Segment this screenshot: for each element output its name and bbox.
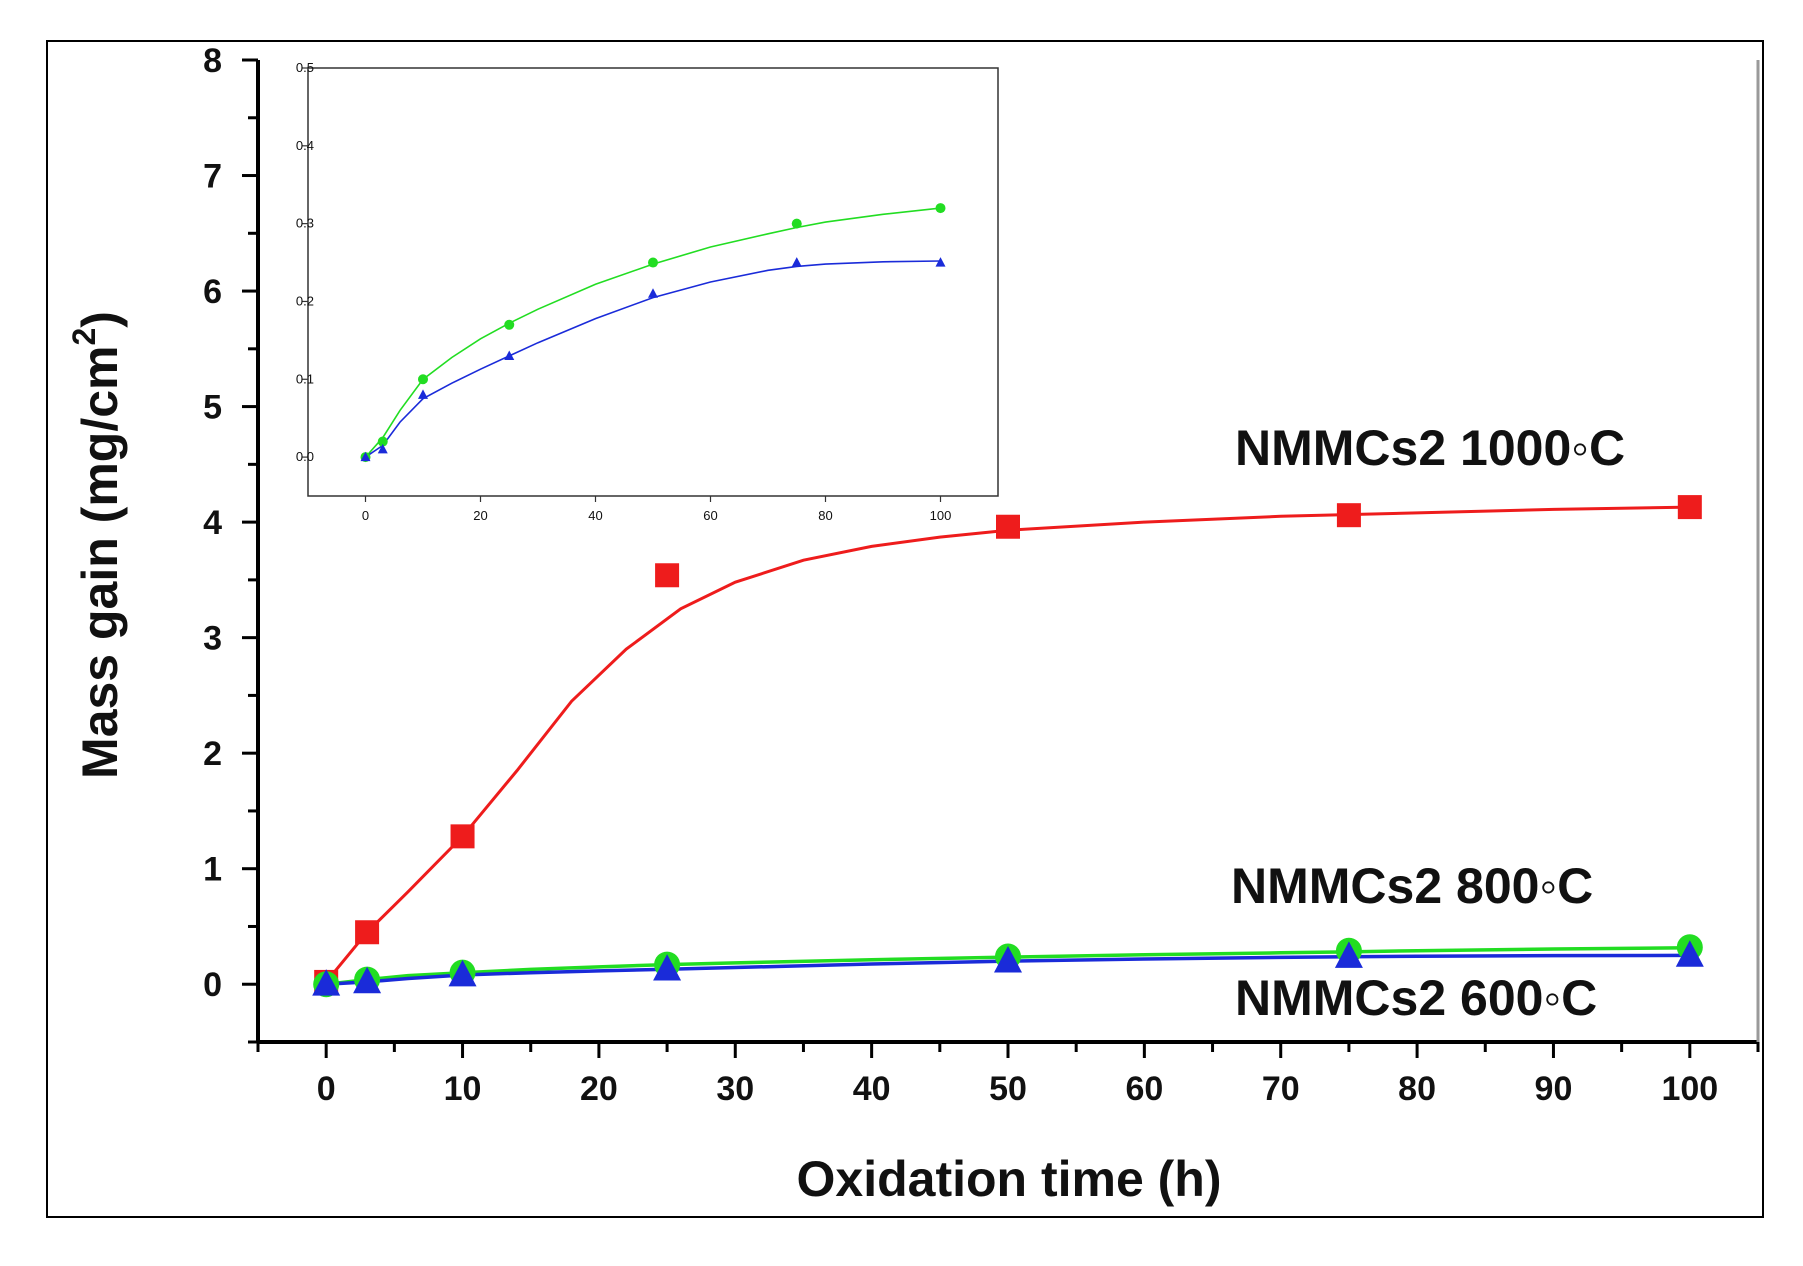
- inset-data-point-circle: [377, 436, 388, 447]
- inset-plot: 0 20 40 60 80 100 0.0 0.1 0.2 0.3 0.4 0.5: [296, 60, 999, 523]
- inset-fit-curve-triangle: [365, 260, 941, 458]
- data-point-square: [355, 920, 380, 945]
- y-tick-label: 2: [203, 735, 222, 773]
- x-tick-label: 60: [1125, 1070, 1163, 1108]
- inset-x-tick-label: 0: [362, 508, 369, 523]
- fit-curve-triangle: [326, 953, 1690, 986]
- inset-x-tick-label: 20: [473, 508, 487, 523]
- inset-data-point-circle: [648, 257, 658, 268]
- x-tick-label: 30: [716, 1070, 754, 1108]
- y-tick-label: 3: [203, 620, 222, 658]
- y-tick-label: 1: [203, 851, 222, 889]
- inset-data-points: [360, 203, 946, 463]
- data-point-square: [655, 563, 680, 588]
- x-tick-label: 50: [989, 1070, 1027, 1108]
- inset-y-tick-label: 0.5: [296, 60, 314, 75]
- inset-data-point-triangle: [791, 257, 802, 267]
- series-label-1000c: NMMCs2 1000◦C: [1235, 420, 1625, 476]
- x-tick-label: 80: [1398, 1070, 1436, 1108]
- series-label-800c: NMMCs2 800◦C: [1231, 858, 1593, 914]
- inset-frame: [307, 67, 999, 497]
- inset-y-tick-label: 0.2: [296, 293, 314, 308]
- data-point-square: [996, 514, 1020, 539]
- data-point-triangle: [653, 954, 682, 981]
- figure-frame: [46, 40, 1764, 1218]
- data-point-square: [1677, 495, 1702, 520]
- inset-y-tick-label: 0.1: [296, 371, 314, 386]
- inset-x-tick-label: 60: [703, 508, 717, 523]
- inset-x-tick-label: 80: [818, 508, 832, 523]
- inset-data-point-circle: [418, 374, 428, 385]
- y-tick-label: 0: [203, 966, 222, 1004]
- y-tick-label: 7: [203, 158, 222, 196]
- main-data-points: [312, 495, 1704, 998]
- inset-y-tick-label: 0.4: [296, 138, 314, 153]
- inset-data-point-triangle: [418, 389, 428, 399]
- main-plot: 0 10 20 30 40 50 60 70 80 90 100 0 1 2 3 4 5 6 7 8 Oxidatio…: [66, 42, 1760, 1207]
- series-label-600c: NMMCs2 600◦C: [1235, 970, 1597, 1026]
- x-axis-title: Oxidation time (h): [797, 1151, 1222, 1207]
- fit-curve-circle: [326, 946, 1690, 986]
- x-tick-label: 40: [853, 1070, 891, 1108]
- y-axis-title: Mass gain (mg/cm2): [66, 311, 128, 779]
- x-tick-label: 70: [1262, 1070, 1300, 1108]
- data-point-triangle: [994, 946, 1022, 973]
- y-tick-label: 4: [203, 504, 222, 542]
- x-tick-label: 10: [444, 1070, 482, 1108]
- inset-data-point-circle: [504, 319, 515, 330]
- main-ticks: 0 10 20 30 40 50 60 70 80 90 100 0 1 2 3 4 5 6 7 8: [203, 42, 1760, 1108]
- data-point-triangle: [353, 966, 382, 994]
- data-point-triangle: [1675, 940, 1704, 967]
- data-point-triangle: [448, 959, 477, 987]
- inset-y-tick-label: 0.3: [296, 216, 314, 231]
- y-tick-label: 5: [203, 389, 222, 427]
- inset-data-point-circle: [935, 203, 946, 214]
- y-tick-label: 6: [203, 273, 222, 311]
- inset-data-point-triangle: [377, 443, 388, 454]
- x-tick-label: 20: [580, 1070, 618, 1108]
- inset-data-point-triangle: [360, 451, 371, 462]
- x-tick-label: 90: [1535, 1070, 1573, 1108]
- inset-data-point-circle: [791, 218, 802, 229]
- inset-x-tick-label: 100: [930, 508, 952, 523]
- inset-y-tick-label: 0.0: [296, 449, 314, 464]
- data-point-square: [1336, 503, 1361, 528]
- data-point-square: [450, 824, 475, 849]
- x-tick-label: 100: [1661, 1070, 1718, 1108]
- inset-fit-curve-circle: [364, 207, 941, 458]
- data-point-triangle: [312, 969, 341, 996]
- inset-data-point-triangle: [935, 257, 946, 267]
- y-tick-label: 8: [203, 42, 222, 80]
- data-point-triangle: [1334, 941, 1363, 968]
- x-tick-label: 0: [317, 1070, 336, 1108]
- inset-x-tick-label: 40: [588, 508, 602, 523]
- inset-data-point-triangle: [648, 288, 658, 298]
- inset-data-point-triangle: [504, 350, 515, 360]
- inset-ticks: 0 20 40 60 80 100 0.0 0.1 0.2 0.3 0.4 0.5: [296, 60, 951, 523]
- inset-fit-curves: [364, 207, 941, 458]
